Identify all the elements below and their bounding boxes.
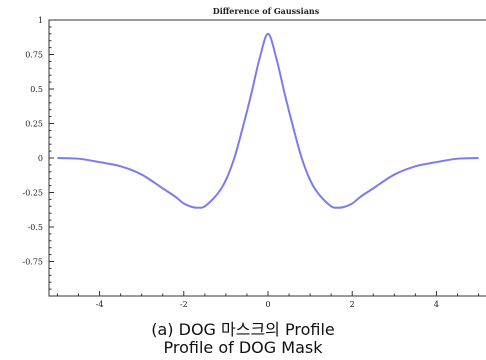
- y-tick-label: 0.75: [25, 51, 43, 60]
- y-tick-label: -0.25: [22, 189, 43, 198]
- chart-title: Difference of Gaussians: [213, 6, 320, 16]
- x-tick-label: -4: [96, 300, 104, 309]
- y-tick-label: -0.5: [28, 223, 43, 232]
- tick-group: [49, 19, 480, 297]
- y-tick-label: 1: [38, 16, 43, 25]
- y-tick-label: 0.5: [30, 85, 43, 94]
- dog-curve: [57, 32, 479, 209]
- x-tick-label: 4: [434, 300, 439, 309]
- y-tick-label: 0: [38, 154, 43, 163]
- tick-label-group: -4 -2 0 2 4 1 0.75 0.5 0.25 0 -0.25 -0.5 -0.75: [22, 16, 439, 309]
- plot-frame: [48, 19, 486, 297]
- x-tick-label: 2: [350, 300, 355, 309]
- y-tick-label: 0.25: [25, 120, 43, 129]
- figure-caption-english: Profile of DOG Mask: [163, 338, 323, 357]
- figure-caption-korean: (a) DOG 마스크의 Profile: [151, 320, 335, 339]
- x-tick-label: -2: [180, 300, 188, 309]
- x-tick-label: 0: [265, 300, 270, 309]
- dog-profile-chart: Difference of Gaussians -4 -2 0 2 4 1 0.75 0.5 0…: [22, 6, 486, 309]
- y-tick-label: -0.75: [22, 258, 43, 267]
